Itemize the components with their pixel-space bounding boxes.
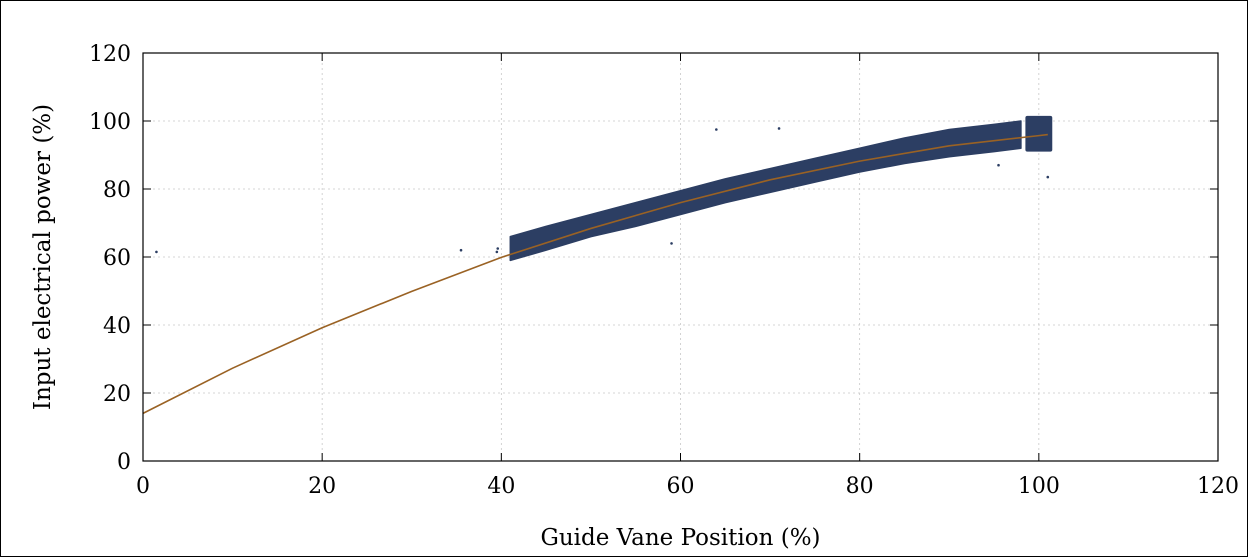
x-tick-label: 120 bbox=[1197, 474, 1239, 499]
scatter-point bbox=[997, 163, 1000, 167]
scatter-point bbox=[496, 247, 500, 250]
x-tick-label: 80 bbox=[846, 474, 874, 499]
y-tick-label: 0 bbox=[117, 450, 131, 475]
scatter-point bbox=[777, 127, 781, 130]
x-tick-label: 40 bbox=[487, 474, 515, 499]
data-layer bbox=[142, 115, 1053, 415]
fit-curve-line bbox=[142, 133, 1048, 415]
x-tick-label: 0 bbox=[136, 474, 150, 499]
axis-ticks: 0 20 40 60 80 100 120 0 20 40 60 80 100 120 bbox=[89, 42, 1239, 499]
y-tick-label: 100 bbox=[89, 110, 131, 135]
y-tick-label: 20 bbox=[103, 382, 131, 407]
y-tick-label: 80 bbox=[103, 178, 131, 203]
y-tick-label: 60 bbox=[103, 246, 131, 271]
scatter-cluster bbox=[1025, 115, 1053, 152]
y-tick-label: 40 bbox=[103, 314, 131, 339]
scatter-point bbox=[715, 128, 718, 131]
x-tick-label: 100 bbox=[1018, 474, 1060, 499]
scatter-point bbox=[495, 250, 499, 254]
scatter-point bbox=[670, 242, 673, 245]
scatter-point bbox=[1046, 175, 1050, 179]
scatter-point bbox=[155, 250, 158, 254]
grid-lines bbox=[143, 53, 1218, 461]
y-axis-label: Input electrical power (%) bbox=[30, 104, 56, 410]
x-tick-label: 60 bbox=[667, 474, 695, 499]
scatter-band bbox=[509, 120, 1022, 262]
x-tick-label: 20 bbox=[308, 474, 336, 499]
y-tick-label: 120 bbox=[89, 42, 131, 67]
scatter-point bbox=[459, 248, 463, 252]
x-axis-label: Guide Vane Position (%) bbox=[540, 525, 820, 551]
